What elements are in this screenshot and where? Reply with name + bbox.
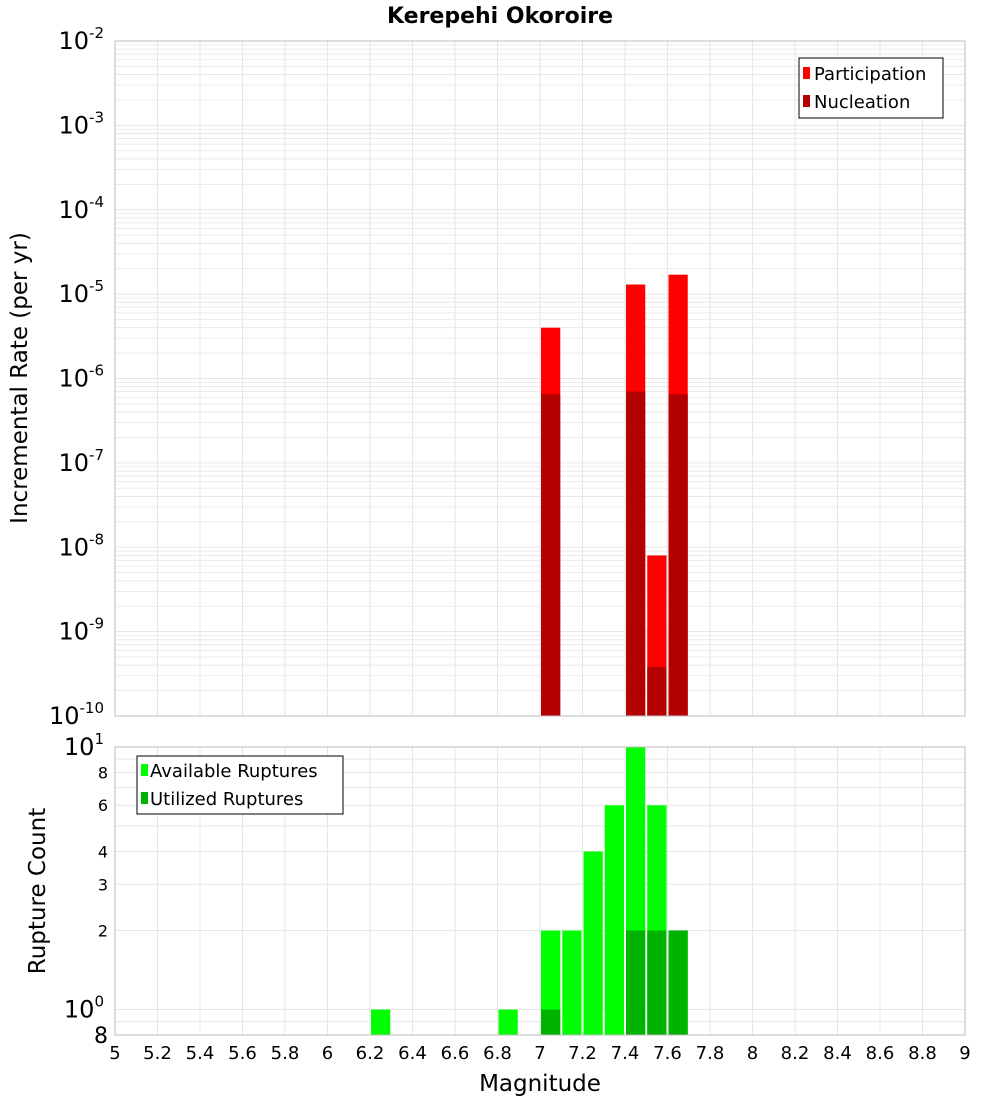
top-gridlines bbox=[114, 41, 966, 717]
top-y-ticks: 10-2 10-3 10-4 10-5 10-6 10-7 10-8 10-9 10-10 bbox=[49, 24, 104, 730]
x-tick-label: 8.2 bbox=[781, 1043, 810, 1064]
utilized-bar bbox=[647, 930, 667, 1035]
x-tick-label: 5.6 bbox=[228, 1043, 257, 1064]
x-tick-label: 6 bbox=[322, 1043, 333, 1064]
bottom-y-tick-label: 6 bbox=[98, 796, 108, 815]
available-bar bbox=[371, 1009, 391, 1035]
x-tick-label: 6.6 bbox=[441, 1043, 470, 1064]
utilized-bar bbox=[668, 930, 688, 1035]
available-bar bbox=[604, 805, 624, 1035]
available-bar bbox=[583, 851, 603, 1035]
bottom-gridlines bbox=[114, 746, 966, 1036]
x-tick-label: 7.8 bbox=[696, 1043, 725, 1064]
nucleation-bar bbox=[647, 667, 667, 716]
x-tick-label: 8.8 bbox=[908, 1043, 937, 1064]
legend-swatch-participation bbox=[803, 67, 810, 79]
bottom-legend-box bbox=[136, 755, 344, 815]
top-legend: Participation Nucleation bbox=[798, 57, 944, 119]
x-axis-label: Magnitude bbox=[479, 1071, 601, 1097]
top-y-tick-label: 10-2 bbox=[58, 24, 104, 55]
legend-swatch-utilized bbox=[141, 792, 148, 804]
bottom-plot-border bbox=[114, 746, 966, 1036]
legend-label-utilized: Utilized Ruptures bbox=[150, 789, 303, 810]
x-tick-label: 5.4 bbox=[186, 1043, 215, 1064]
x-tick-label: 5.2 bbox=[143, 1043, 172, 1064]
bottom-y-tick-label: 8 bbox=[98, 763, 108, 782]
x-tick-label: 6.4 bbox=[398, 1043, 427, 1064]
top-legend-box bbox=[798, 57, 944, 119]
x-tick-label: 6.8 bbox=[483, 1043, 512, 1064]
x-tick-labels: 5 5.2 5.4 5.6 5.8 6 6.2 6.4 6.6 6.8 7 7.2 7.4 7.6 7.8 8… bbox=[109, 1043, 970, 1064]
top-y-axis-label: Incremental Rate (per yr) bbox=[7, 232, 33, 524]
bottom-y-tick-label: 3 bbox=[98, 875, 108, 894]
bottom-y-tick-label: 8 bbox=[94, 1024, 108, 1049]
utilized-bar bbox=[626, 930, 646, 1035]
bottom-y-tick-label: 100 bbox=[64, 993, 104, 1024]
bottom-y-axis-label: Rupture Count bbox=[25, 808, 51, 974]
available-bar bbox=[498, 1009, 518, 1035]
bottom-bars bbox=[371, 747, 688, 1035]
top-y-tick-label: 10-6 bbox=[58, 362, 104, 393]
top-plot: 10-2 10-3 10-4 10-5 10-6 10-7 10-8 10-9 10-10 In… bbox=[7, 24, 966, 730]
x-tick-label: 8.4 bbox=[823, 1043, 852, 1064]
legend-swatch-nucleation bbox=[803, 95, 810, 107]
x-tick-label: 7 bbox=[534, 1043, 545, 1064]
available-bar bbox=[562, 930, 582, 1035]
top-y-tick-label: 10-4 bbox=[58, 193, 104, 224]
x-tick-label: 7.2 bbox=[568, 1043, 597, 1064]
top-y-tick-label: 10-8 bbox=[58, 530, 104, 561]
x-tick-label: 8.6 bbox=[866, 1043, 895, 1064]
top-y-tick-label: 10-5 bbox=[58, 277, 104, 308]
nucleation-bar bbox=[626, 391, 646, 716]
legend-swatch-available bbox=[141, 764, 148, 776]
top-y-tick-label: 10-10 bbox=[49, 699, 104, 730]
bottom-y-tick-label: 2 bbox=[98, 922, 108, 941]
legend-label-available: Available Ruptures bbox=[150, 761, 318, 782]
bottom-y-tick-label: 101 bbox=[64, 730, 104, 761]
legend-label-nucleation: Nucleation bbox=[814, 92, 910, 113]
bottom-legend: Available Ruptures Utilized Ruptures bbox=[136, 755, 344, 815]
x-tick-label: 6.2 bbox=[356, 1043, 385, 1064]
nucleation-bar bbox=[541, 394, 561, 716]
legend-label-participation: Participation bbox=[814, 64, 926, 85]
top-plot-border bbox=[114, 40, 966, 717]
x-tick-label: 5 bbox=[109, 1043, 120, 1064]
x-tick-label: 8 bbox=[747, 1043, 758, 1064]
utilized-bar bbox=[541, 1009, 561, 1035]
x-tick-label: 7.6 bbox=[653, 1043, 682, 1064]
top-y-tick-label: 10-3 bbox=[58, 108, 104, 139]
available-bar bbox=[541, 930, 561, 1035]
x-tick-label: 5.8 bbox=[271, 1043, 300, 1064]
chart-title: Kerepehi Okoroire bbox=[387, 4, 613, 29]
bottom-y-tick-label: 4 bbox=[98, 842, 108, 861]
top-bars bbox=[541, 274, 688, 716]
top-y-tick-label: 10-7 bbox=[58, 446, 104, 477]
x-tick-label: 7.4 bbox=[611, 1043, 640, 1064]
nucleation-bar bbox=[668, 394, 688, 716]
top-y-tick-label: 10-9 bbox=[58, 615, 104, 646]
x-tick-label: 9 bbox=[959, 1043, 970, 1064]
